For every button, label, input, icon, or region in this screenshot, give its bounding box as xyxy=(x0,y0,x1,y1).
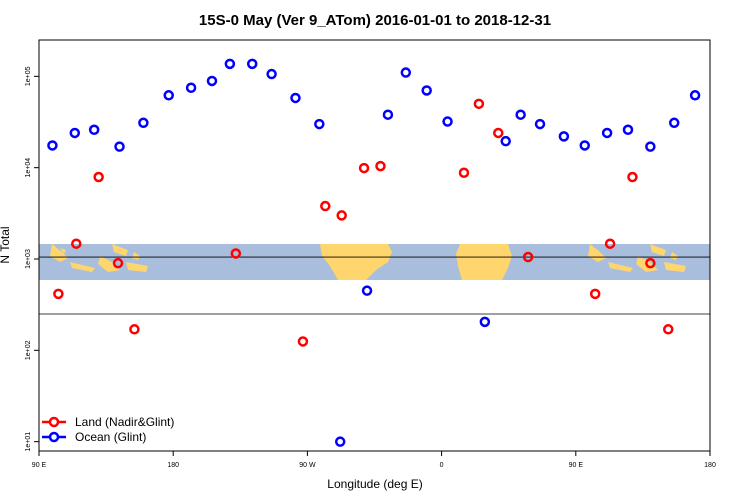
ocean-point xyxy=(163,90,174,101)
land-point xyxy=(473,98,485,110)
ocean-point xyxy=(668,117,680,129)
ocean-point xyxy=(479,316,491,328)
legend-marker-land xyxy=(48,416,60,428)
x-axis: 90 E 180 90 W 0 90 E 180 xyxy=(32,451,716,469)
land-point xyxy=(297,336,309,347)
land-point xyxy=(645,257,656,269)
land-point xyxy=(493,127,504,139)
y-tick-label: 1e+01 xyxy=(25,432,32,452)
ocean-point xyxy=(246,58,258,70)
land-point xyxy=(358,162,370,174)
ocean-point xyxy=(558,131,570,142)
y-axis: 1e+01 1e+02 1e+03 1e+04 1e+05 xyxy=(25,66,39,451)
land-shape-indonesia-right xyxy=(588,244,686,272)
ocean-point xyxy=(500,135,511,147)
y-tick-label: 1e+04 xyxy=(25,158,32,178)
data-points xyxy=(47,58,701,447)
ocean-point xyxy=(622,124,634,136)
y-tick-label: 1e+05 xyxy=(25,66,32,86)
ocean-point xyxy=(534,118,546,130)
map-background xyxy=(39,244,710,280)
ocean-point xyxy=(88,124,100,136)
ocean-point xyxy=(442,116,453,127)
ocean-point xyxy=(314,118,325,130)
legend-label-land: Land (Nadir&Glint) xyxy=(75,415,174,429)
land-point xyxy=(129,324,140,335)
x-tick-label: 180 xyxy=(167,462,179,469)
chart-title: 15S-0 May (Ver 9_ATom) 2016-01-01 to 201… xyxy=(199,12,551,29)
land-point xyxy=(336,210,347,221)
land-point xyxy=(53,288,64,300)
ocean-point xyxy=(334,436,346,447)
land-point xyxy=(71,238,82,249)
ocean-point xyxy=(290,92,301,104)
ocean-point xyxy=(114,141,125,152)
land-point xyxy=(604,238,616,249)
ocean-point xyxy=(400,67,412,78)
ocean-point xyxy=(266,68,277,80)
y-axis-label: N Total xyxy=(0,226,12,263)
x-tick-label: 0 xyxy=(440,462,444,469)
ocean-point xyxy=(421,85,432,96)
ocean-point xyxy=(689,90,701,101)
ocean-point xyxy=(206,75,218,87)
land-point xyxy=(375,160,386,172)
ocean-point xyxy=(47,140,58,151)
ocean-point xyxy=(601,127,613,139)
legend: Land (Nadir&Glint) Ocean (Glint) xyxy=(42,415,174,444)
legend-label-ocean: Ocean (Glint) xyxy=(75,430,146,444)
ocean-point xyxy=(515,109,526,120)
land-point xyxy=(320,200,331,212)
ocean-point xyxy=(645,141,656,152)
ocean-point xyxy=(138,117,149,129)
land-point xyxy=(662,324,674,335)
y-tick-label: 1e+03 xyxy=(25,249,32,269)
ocean-point xyxy=(69,127,81,139)
ocean-point xyxy=(185,82,197,94)
land-point xyxy=(93,171,104,183)
ocean-point xyxy=(382,109,394,120)
land-point xyxy=(589,288,601,300)
plot-frame xyxy=(38,39,711,452)
x-axis-label: Longitude (deg E) xyxy=(327,477,422,491)
ocean-point xyxy=(224,58,236,70)
land-point xyxy=(627,171,638,183)
y-tick-label: 1e+02 xyxy=(25,340,32,360)
land-point xyxy=(458,167,470,178)
land-point xyxy=(112,257,124,269)
ocean-point xyxy=(579,140,590,151)
land-shape-indonesia-left xyxy=(50,244,148,272)
legend-marker-ocean xyxy=(48,431,60,443)
x-tick-label: 90 E xyxy=(569,462,584,469)
x-tick-label: 90 E xyxy=(32,462,47,469)
land-point xyxy=(522,251,534,263)
land-point xyxy=(230,248,242,259)
land-shape-south-america xyxy=(320,244,392,280)
ocean-point xyxy=(361,285,373,296)
land-shape-africa xyxy=(456,244,512,280)
x-tick-label: 90 W xyxy=(299,462,316,469)
x-tick-label: 180 xyxy=(704,462,716,469)
